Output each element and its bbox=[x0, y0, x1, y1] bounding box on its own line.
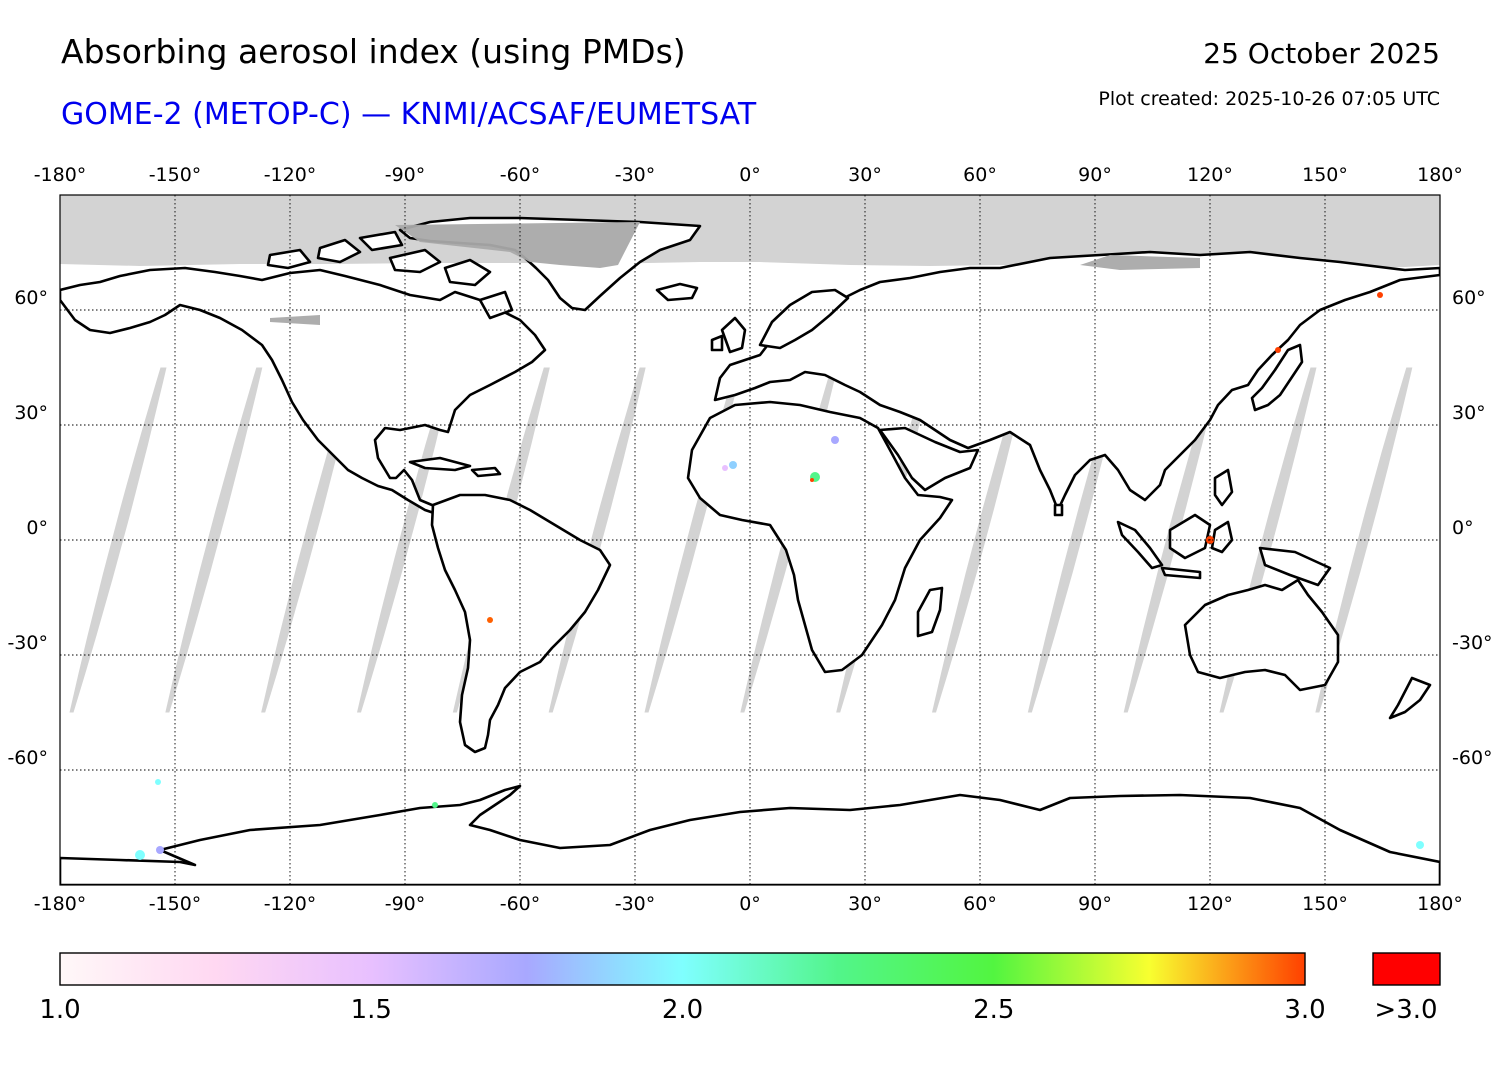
arctic-island bbox=[388, 248, 442, 274]
iceland-land bbox=[655, 282, 699, 302]
latitude-tick-label: 30° bbox=[14, 402, 48, 424]
borneo-land bbox=[1168, 513, 1212, 560]
longitude-tick-label: 150° bbox=[1302, 893, 1348, 915]
aerosol-point bbox=[155, 779, 161, 785]
longitude-tick-label: -180° bbox=[34, 164, 87, 186]
arctic-island bbox=[316, 238, 362, 264]
java-land bbox=[1160, 566, 1202, 580]
colorbar-tick-label: 3.0 bbox=[1284, 995, 1326, 1025]
latitude-tick-label: -60° bbox=[1452, 747, 1493, 769]
australia-land bbox=[1183, 578, 1340, 692]
longitude-tick-label: -150° bbox=[149, 164, 202, 186]
japan-land bbox=[1250, 343, 1304, 412]
map-content bbox=[60, 195, 1440, 885]
orbit-gap-swath bbox=[165, 367, 263, 713]
latitude-tick-label: 0° bbox=[26, 517, 48, 539]
orbit-gap-swath bbox=[69, 367, 167, 713]
plot-subtitle: GOME-2 (METOP-C) — KNMI/ACSAF/EUMETSAT bbox=[61, 97, 757, 132]
longitude-tick-label: 60° bbox=[963, 893, 997, 915]
longitude-tick-label: -180° bbox=[34, 893, 87, 915]
land-no-data-patches bbox=[270, 222, 1200, 325]
aerosol-point bbox=[831, 436, 839, 444]
longitude-tick-label: 120° bbox=[1187, 893, 1233, 915]
colorbar-tick-label: 1.0 bbox=[39, 995, 81, 1025]
aerosol-point bbox=[1377, 292, 1383, 298]
orbit-gap-swath bbox=[1315, 367, 1413, 713]
longitude-tick-label: -120° bbox=[264, 893, 317, 915]
plot-date: 25 October 2025 bbox=[1203, 37, 1440, 70]
latitude-tick-label: 30° bbox=[1452, 402, 1486, 424]
longitude-tick-label: 150° bbox=[1302, 164, 1348, 186]
longitude-tick-label: -60° bbox=[500, 893, 541, 915]
latitude-tick-label: -30° bbox=[1452, 632, 1493, 654]
latitude-tick-label: 60° bbox=[1452, 287, 1486, 309]
british-isles-land bbox=[720, 316, 747, 354]
arctic-island bbox=[443, 258, 492, 287]
colorbar bbox=[59, 952, 1306, 986]
longitude-tick-label: 30° bbox=[848, 164, 882, 186]
aerosol-signal-points bbox=[135, 292, 1424, 860]
aerosol-point bbox=[1416, 841, 1424, 849]
colorbar-tick-label: 2.0 bbox=[661, 995, 704, 1025]
latitude-tick-label: 0° bbox=[1452, 517, 1474, 539]
madagascar-land bbox=[916, 586, 944, 638]
colorbar-tick-label: 1.5 bbox=[350, 995, 392, 1025]
hispaniola-land bbox=[470, 466, 502, 478]
longitude-tick-label: 60° bbox=[963, 164, 997, 186]
arabia-land bbox=[878, 426, 980, 492]
longitude-tick-label: 120° bbox=[1187, 164, 1233, 186]
arctic-island bbox=[358, 230, 404, 252]
colorbar-overflow-label: >3.0 bbox=[1374, 995, 1438, 1025]
ireland-land bbox=[710, 334, 724, 352]
sulawesi-land bbox=[1210, 520, 1234, 554]
map-frame bbox=[59, 194, 1441, 886]
arctic-island bbox=[266, 248, 312, 270]
longitude-tick-label: -30° bbox=[615, 164, 656, 186]
eurasia-land bbox=[713, 250, 1440, 512]
plot-created-timestamp: Plot created: 2025-10-26 07:05 UTC bbox=[1098, 88, 1440, 110]
aerosol-point bbox=[810, 478, 814, 482]
aerosol-point bbox=[729, 461, 737, 469]
longitude-tick-label: -60° bbox=[500, 164, 541, 186]
colorbar-tick-label: 2.5 bbox=[973, 995, 1015, 1025]
latitude-tick-label: -30° bbox=[7, 632, 48, 654]
colorbar-overflow-swatch bbox=[1372, 952, 1441, 986]
aerosol-point bbox=[432, 802, 438, 808]
north-america-land bbox=[60, 266, 547, 517]
longitude-tick-label: 180° bbox=[1417, 164, 1463, 186]
sumatra-land bbox=[1116, 520, 1164, 570]
aerosol-point bbox=[1275, 347, 1281, 353]
longitude-tick-label: -90° bbox=[385, 164, 426, 186]
plot-title: Absorbing aerosol index (using PMDs) bbox=[61, 32, 686, 71]
longitude-tick-label: -30° bbox=[615, 893, 656, 915]
cuba-land bbox=[408, 456, 472, 472]
latitude-tick-label: -60° bbox=[7, 747, 48, 769]
sri-lanka-land bbox=[1053, 503, 1064, 517]
longitude-tick-label: -150° bbox=[149, 893, 202, 915]
latitude-tick-label: 60° bbox=[14, 287, 48, 309]
graticule-lines bbox=[60, 195, 1440, 885]
longitude-tick-label: -90° bbox=[385, 893, 426, 915]
new-zealand-land bbox=[1388, 676, 1432, 720]
africa-land bbox=[686, 400, 954, 674]
longitude-tick-label: 30° bbox=[848, 893, 882, 915]
longitude-tick-label: 90° bbox=[1078, 164, 1112, 186]
aerosol-point bbox=[487, 617, 493, 623]
axis-tick-labels: -180° -180° -150° -150° -120° -120° -90° -90° -6… bbox=[7, 164, 1492, 915]
longitude-tick-label: 180° bbox=[1417, 893, 1463, 915]
aerosol-point bbox=[722, 465, 728, 471]
aerosol-point bbox=[156, 846, 164, 854]
longitude-tick-label: 90° bbox=[1078, 893, 1112, 915]
philippines-land bbox=[1213, 468, 1234, 507]
longitude-tick-label: 0° bbox=[739, 893, 761, 915]
south-america-land bbox=[430, 493, 612, 754]
aerosol-point bbox=[135, 850, 145, 860]
longitude-tick-label: 0° bbox=[739, 164, 761, 186]
longitude-tick-label: -120° bbox=[264, 164, 317, 186]
new-guinea-land bbox=[1258, 546, 1332, 587]
scandinavia-land bbox=[758, 288, 850, 350]
